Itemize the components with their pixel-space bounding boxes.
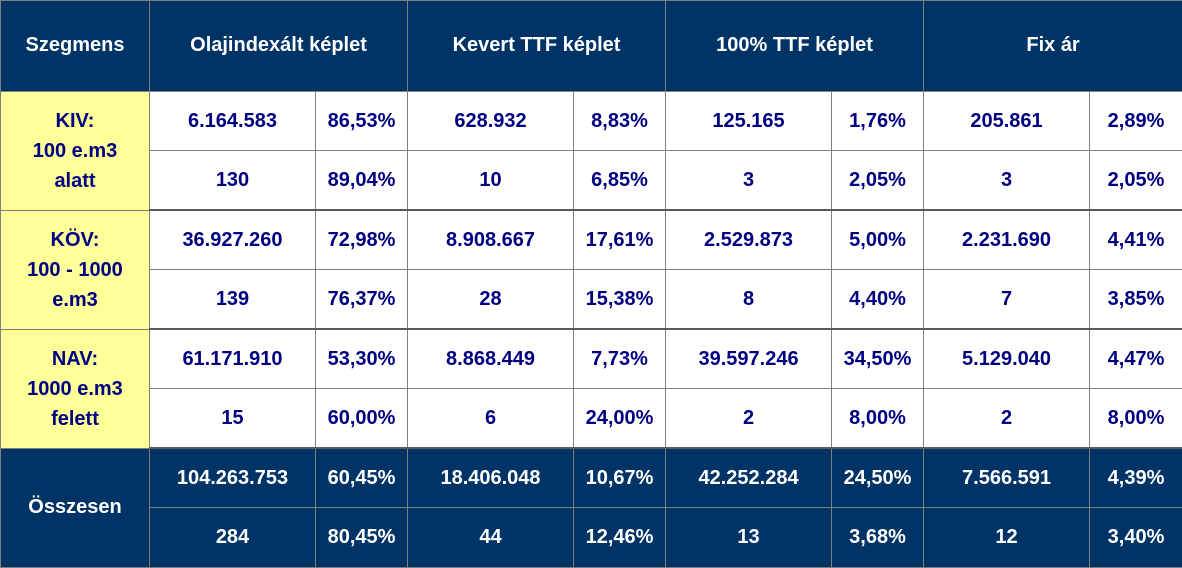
table-cell: 86,53% xyxy=(314,90,409,152)
segment-label-kiv: KIV: 100 e.m3 alatt xyxy=(0,90,150,211)
header-oil-indexed: Olajindexált képlet xyxy=(148,0,409,92)
table-cell: 17,61% xyxy=(573,209,667,271)
table-cell: 7.566.591 xyxy=(923,447,1091,509)
table-cell: 18.406.048 xyxy=(407,447,575,509)
table-cell: 28 xyxy=(407,269,575,331)
header-mixed-ttf: Kevert TTF képlet xyxy=(407,0,667,92)
table-cell: 8,83% xyxy=(573,90,667,152)
table-cell: 7 xyxy=(923,269,1091,331)
table-cell: 3 xyxy=(665,150,833,212)
table-cell: 2.529.873 xyxy=(665,209,833,271)
table-cell: 10,67% xyxy=(573,447,667,509)
table-cell: 5.129.040 xyxy=(923,328,1091,390)
table-cell: 89,04% xyxy=(314,150,409,212)
segment-label-line: KIV: xyxy=(55,109,95,132)
segment-label-kov: KÖV: 100 - 1000 e.m3 xyxy=(0,209,150,330)
table-cell: 6.164.583 xyxy=(149,90,316,152)
table-cell: 36.927.260 xyxy=(149,209,316,271)
table-cell: 44 xyxy=(407,507,575,568)
total-row: 284 80,45% 44 12,46% 13 3,68% 12 3,40% xyxy=(1,507,1182,568)
table-row: KÖV: 100 - 1000 e.m3 36.927.260 72,98% 8… xyxy=(0,209,1182,330)
segment-label-line: 100 e.m3 xyxy=(32,139,118,162)
table-cell: 628.932 xyxy=(407,90,575,152)
header-full-ttf: 100% TTF képlet xyxy=(665,0,925,92)
total-label: Összesen xyxy=(0,447,150,568)
table-cell: 61.171.910 xyxy=(149,328,316,390)
segment-label-line: felett xyxy=(51,407,99,430)
table-cell: 34,50% xyxy=(831,328,925,390)
table-cell: 42.252.284 xyxy=(665,447,833,509)
segment-label-line: 100 - 1000 xyxy=(27,258,123,281)
table-cell: 1,76% xyxy=(831,90,925,152)
table-row: NAV: 1000 e.m3 felett 61.171.910 53,30% … xyxy=(0,328,1182,449)
table-cell: 139 xyxy=(149,269,316,331)
table-cell: 80,45% xyxy=(314,507,409,568)
header-fixed-price: Fix ár xyxy=(923,0,1182,92)
table-cell: 2.231.690 xyxy=(923,209,1091,271)
table-cell: 125.165 xyxy=(665,90,833,152)
table-cell: 4,47% xyxy=(1089,328,1182,390)
segment-label-line: 1000 e.m3 xyxy=(27,377,123,400)
table-cell: 4,39% xyxy=(1089,447,1182,509)
segment-label-line: alatt xyxy=(54,169,96,192)
header-row: Szegmens Olajindexált képlet Kevert TTF … xyxy=(0,0,1182,92)
table-cell: 13 xyxy=(665,507,833,568)
total-row: Összesen 104.263.753 60,45% 18.406.048 1… xyxy=(0,447,1182,568)
table-cell: 2 xyxy=(665,388,833,450)
table-cell: 53,30% xyxy=(314,328,409,390)
table-cell: 8,00% xyxy=(831,388,925,450)
table-row: 130 89,04% 10 6,85% 3 2,05% 3 2,05% xyxy=(1,150,1182,212)
table-cell: 60,00% xyxy=(314,388,409,450)
table-cell: 2 xyxy=(923,388,1091,450)
table-cell: 7,73% xyxy=(573,328,667,390)
table-cell: 8,00% xyxy=(1089,388,1182,450)
table-cell: 284 xyxy=(149,507,316,568)
table-cell: 2,05% xyxy=(831,150,925,212)
table-cell: 15,38% xyxy=(573,269,667,331)
table-cell: 12 xyxy=(923,507,1091,568)
table-cell: 12,46% xyxy=(573,507,667,568)
segment-label-nav: NAV: 1000 e.m3 felett xyxy=(0,328,150,449)
header-segment: Szegmens xyxy=(0,0,150,92)
table-cell: 39.597.246 xyxy=(665,328,833,390)
table-cell: 3,68% xyxy=(831,507,925,568)
table-row: 15 60,00% 6 24,00% 2 8,00% 2 8,00% xyxy=(1,388,1182,450)
table-cell: 60,45% xyxy=(314,447,409,509)
table-cell: 5,00% xyxy=(831,209,925,271)
table-cell: 8.868.449 xyxy=(407,328,575,390)
table-cell: 4,41% xyxy=(1089,209,1182,271)
table-cell: 76,37% xyxy=(314,269,409,331)
table-cell: 2,05% xyxy=(1089,150,1182,212)
table-cell: 8.908.667 xyxy=(407,209,575,271)
table-cell: 8 xyxy=(665,269,833,331)
segment-label-line: KÖV: xyxy=(50,228,100,251)
table-cell: 205.861 xyxy=(923,90,1091,152)
table-cell: 6,85% xyxy=(573,150,667,212)
table-row: KIV: 100 e.m3 alatt 6.164.583 86,53% 628… xyxy=(0,90,1182,211)
table-row: 139 76,37% 28 15,38% 8 4,40% 7 3,85% xyxy=(1,269,1182,331)
table-cell: 24,00% xyxy=(573,388,667,450)
table-cell: 3 xyxy=(923,150,1091,212)
table-cell: 3,40% xyxy=(1089,507,1182,568)
table-cell: 2,89% xyxy=(1089,90,1182,152)
table-cell: 72,98% xyxy=(314,209,409,271)
table-cell: 4,40% xyxy=(831,269,925,331)
table-cell: 10 xyxy=(407,150,575,212)
table-cell: 15 xyxy=(149,388,316,450)
table-cell: 104.263.753 xyxy=(149,447,316,509)
segment-label-line: e.m3 xyxy=(52,288,98,311)
table-cell: 130 xyxy=(149,150,316,212)
table-cell: 6 xyxy=(407,388,575,450)
segment-label-line: NAV: xyxy=(51,347,99,370)
table-cell: 3,85% xyxy=(1089,269,1182,331)
table-cell: 24,50% xyxy=(831,447,925,509)
